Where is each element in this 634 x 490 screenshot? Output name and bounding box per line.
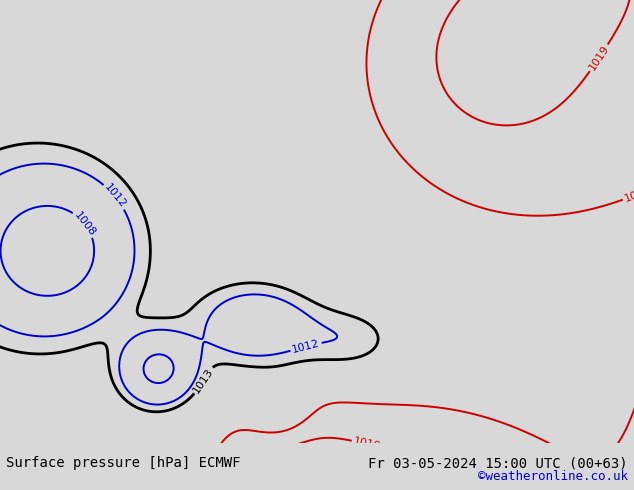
Text: 1016: 1016 (623, 185, 634, 204)
Text: 1013: 1013 (191, 366, 216, 394)
Text: 1022: 1022 (344, 464, 373, 481)
Text: 1012: 1012 (291, 338, 321, 355)
Text: 1012: 1012 (102, 182, 127, 210)
Text: 1008: 1008 (72, 210, 97, 238)
Text: Surface pressure [hPa] ECMWF: Surface pressure [hPa] ECMWF (6, 457, 241, 470)
Text: ©weatheronline.co.uk: ©weatheronline.co.uk (477, 470, 628, 483)
Text: 1019: 1019 (587, 44, 611, 73)
Text: Fr 03-05-2024 15:00 UTC (00+63): Fr 03-05-2024 15:00 UTC (00+63) (368, 457, 628, 470)
Text: 1019: 1019 (353, 436, 382, 452)
